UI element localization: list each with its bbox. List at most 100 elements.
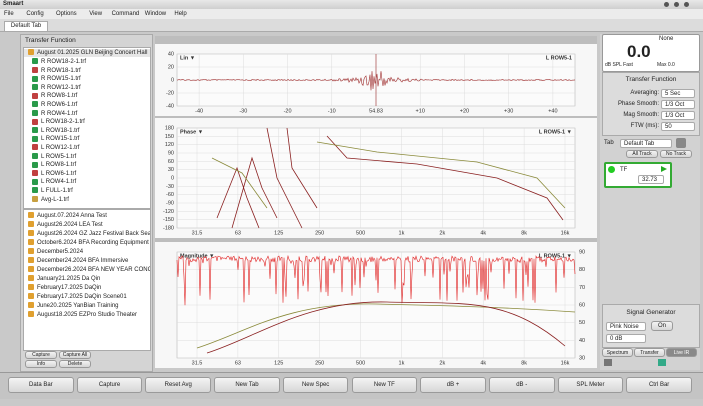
x-tick-label: 125 (274, 360, 283, 366)
menu-item[interactable]: View (89, 11, 103, 17)
file-row[interactable]: L FULL-1.trf (24, 187, 150, 195)
setting-value[interactable]: 50 (661, 122, 695, 131)
file-row[interactable]: R ROW18-2-1.trf (24, 58, 150, 66)
window-button[interactable] (664, 2, 669, 7)
file-row[interactable]: R ROW8-1.trf (24, 92, 150, 100)
x-tick-label: -30 (239, 108, 247, 114)
toolbar-button[interactable]: Capture (76, 377, 143, 393)
generator-level[interactable]: 0 dB (606, 334, 646, 343)
trace (196, 303, 576, 349)
y-tick-label: 60 (579, 302, 585, 308)
tf-item[interactable]: TF 32.73 (604, 162, 672, 188)
file-icon (32, 187, 38, 194)
x-tick-label: 1k (399, 360, 405, 366)
sidebar-button[interactable]: Capture All (59, 351, 91, 359)
y-tick-label: 30 (168, 167, 174, 173)
menu-item[interactable]: Help (174, 11, 187, 17)
x-tick-label: 250 (315, 230, 324, 236)
folder-row[interactable]: December26.2024 BFA NEW YEAR CONCE (24, 266, 150, 274)
track-button[interactable]: No Track (660, 150, 692, 158)
toolbar-button[interactable]: Ctrl Bar (626, 377, 692, 393)
icon[interactable] (604, 359, 612, 366)
file-name: R ROW18-1.trf (41, 67, 81, 74)
file-row[interactable]: L ROW15-1.trf (24, 135, 150, 143)
file-row[interactable]: R ROW15-1.trf (24, 75, 150, 83)
setting-value[interactable]: 1/3 Oct (661, 111, 695, 120)
plot: 90 80 70 60 50 40 30 31.5 63 125 250 500 1k 2k 4k 8k 16k… (155, 242, 597, 368)
track-button[interactable]: All Track (626, 150, 658, 158)
folder-row[interactable]: June20.2025 YanBian Training (24, 302, 150, 310)
folder-row[interactable]: February17.2025 DaQin Scene01 (24, 293, 150, 301)
signal-dropdown[interactable]: Pink Noise (606, 322, 646, 331)
folder-row[interactable]: August26.2024 LEA Test (24, 221, 150, 229)
toolbar-button[interactable]: SPL Meter (557, 377, 624, 393)
folder-name: January21.2025 Da Qin (37, 276, 101, 282)
tab[interactable]: Default Tab (4, 21, 48, 31)
toolbar-button[interactable]: Reset Avg (145, 377, 212, 393)
file-row[interactable]: L ROW4-1.trf (24, 178, 150, 186)
mode-tab[interactable]: Live IR (666, 348, 697, 357)
file-row[interactable]: L ROW8-1.trf (24, 161, 150, 169)
file-row[interactable]: R ROW18-1.trf (24, 67, 150, 75)
trace (266, 127, 303, 229)
window-button[interactable] (674, 2, 679, 7)
tf-status (608, 166, 615, 173)
setting-value[interactable]: 5 Sec (661, 89, 695, 98)
file-row[interactable]: L ROW5-1.trf (24, 153, 150, 161)
folder-row[interactable]: January21.2025 Da Qin (24, 275, 150, 283)
file-row[interactable]: R ROW6-1.trf (24, 101, 150, 109)
folder-row[interactable]: August18.2025 EZPro Studio Theater (24, 311, 150, 319)
toolbar-button[interactable]: New Tab (214, 377, 280, 393)
folder-row[interactable]: December24.2024 BFA Immersive (24, 257, 150, 265)
tab-icon[interactable] (676, 138, 686, 148)
file-row[interactable]: L ROW18-1.trf (24, 127, 150, 135)
y-tick-label: 120 (165, 142, 174, 148)
toolbar-button[interactable]: New Spec (282, 377, 349, 393)
sidebar-button[interactable]: Info (25, 360, 57, 368)
menu-item[interactable]: Config (26, 11, 44, 17)
menu-item[interactable]: Command (111, 11, 140, 17)
folder-row[interactable]: December5.2024 (24, 248, 150, 256)
file-row[interactable]: Avg-L-1.trf (24, 196, 150, 204)
tf-name: TF (620, 167, 628, 173)
file-name: L FULL-1.trf (41, 188, 73, 194)
tf-play[interactable] (661, 166, 667, 172)
mode-tab[interactable]: Spectrum (602, 348, 633, 357)
file-row[interactable]: L ROW6-1.trf (24, 170, 150, 178)
y-tick-label: 90 (168, 150, 174, 156)
folder-row[interactable]: October6.2024 BFA Recording Equipment (24, 239, 150, 247)
window-button[interactable] (684, 2, 689, 7)
folder-row[interactable]: August.07.2024 Anna Test (24, 212, 150, 220)
folder-list: August.07.2024 Anna Test August26.2024 LE… (23, 209, 151, 351)
tab-dropdown[interactable]: Default Tab (620, 139, 672, 148)
sidebar-button[interactable]: Delete (59, 360, 91, 368)
toolbar-button[interactable]: New TF (351, 377, 418, 393)
mode-tab[interactable]: Transfer (634, 348, 665, 357)
toolbar-button[interactable]: Data Bar (8, 377, 74, 393)
y-tick-label: 0 (171, 175, 174, 181)
y-tick-label: -30 (166, 184, 174, 190)
setting-value[interactable]: 1/3 Oct (661, 100, 695, 109)
file-row[interactable]: R ROW12-1.trf (24, 84, 150, 92)
tf-delay[interactable]: 32.73 (638, 175, 664, 184)
sidebar-button[interactable]: Capture (25, 351, 57, 359)
menu-item[interactable]: File (4, 11, 14, 17)
file-row[interactable]: R ROW4-1.trf (24, 110, 150, 118)
x-tick-label: 63 (235, 360, 241, 366)
generator-toggle[interactable]: On (651, 321, 673, 331)
session-row[interactable]: August 01.2025 GLN Beijing Concert Hall (24, 49, 150, 57)
spl-meter[interactable]: None 0.0 dB SPL Fast Max 0.0 (602, 34, 700, 72)
toolbar-button[interactable]: dB - (488, 377, 555, 393)
folder-icon (28, 275, 34, 282)
generator-title: Signal Generator (626, 309, 676, 316)
file-name: L ROW12-1.trf (41, 145, 80, 151)
folder-row[interactable]: February17.2025 DaQin (24, 284, 150, 292)
toolbar-button[interactable]: dB + (420, 377, 486, 393)
file-row[interactable]: L ROW18-2-1.trf (24, 118, 150, 126)
file-name: L ROW5-1.trf (41, 153, 77, 160)
file-row[interactable]: L ROW12-1.trf (24, 144, 150, 152)
menu-item[interactable]: Window (144, 11, 167, 17)
menu-item[interactable]: Options (56, 11, 77, 17)
icon[interactable] (658, 359, 666, 366)
folder-row[interactable]: August26.2024 GZ Jazz Festival Back Seat… (24, 230, 150, 238)
